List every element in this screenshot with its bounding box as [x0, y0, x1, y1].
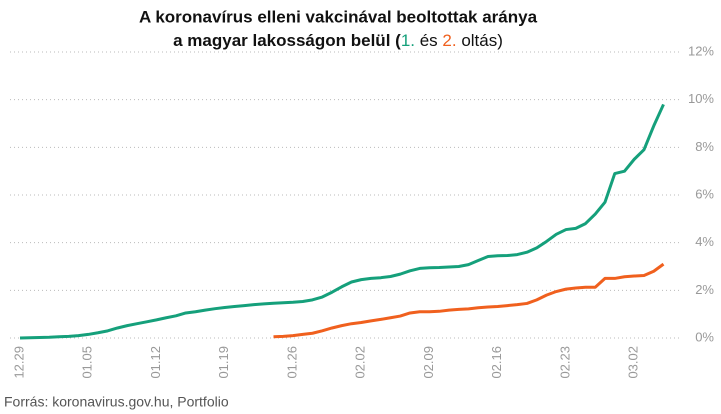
- x-tick-label: 02.02: [353, 346, 368, 379]
- x-tick-label: 01.26: [284, 346, 299, 379]
- source: Forrás: koronavirus.gov.hu, Portfolio: [4, 394, 229, 410]
- title-legend-2: 2.: [442, 31, 456, 50]
- x-tick-label: 01.05: [80, 346, 95, 379]
- x-tick-label: 02.16: [489, 346, 504, 379]
- x-tick-label: 02.09: [421, 346, 436, 379]
- series-line: [19, 103, 665, 340]
- chart-title: A koronavírus elleni vakcinával beoltott…: [139, 7, 538, 26]
- y-tick-label: 4%: [695, 234, 714, 249]
- y-tick-label: 6%: [695, 186, 714, 201]
- title-part: oltás): [457, 31, 503, 50]
- x-tick-label: 01.12: [148, 346, 163, 379]
- chart-subtitle: a magyar lakosságon belül (1. és 2. oltá…: [173, 31, 503, 50]
- title-part: és: [415, 31, 442, 50]
- x-tick-label: 03.02: [626, 346, 641, 379]
- y-tick-label: 8%: [695, 139, 714, 154]
- title-part: a magyar lakosságon belül (: [173, 31, 401, 50]
- y-tick-label: 0%: [695, 329, 714, 344]
- x-tick-label: 02.23: [557, 346, 572, 379]
- y-tick-label: 2%: [695, 282, 714, 297]
- x-tick-label: 01.19: [216, 346, 231, 379]
- x-tick-label: 12.29: [11, 346, 26, 379]
- y-tick-label: 12%: [688, 43, 714, 58]
- series-line: [273, 262, 665, 339]
- title-legend-1: 1.: [401, 31, 415, 50]
- y-tick-label: 10%: [688, 91, 714, 106]
